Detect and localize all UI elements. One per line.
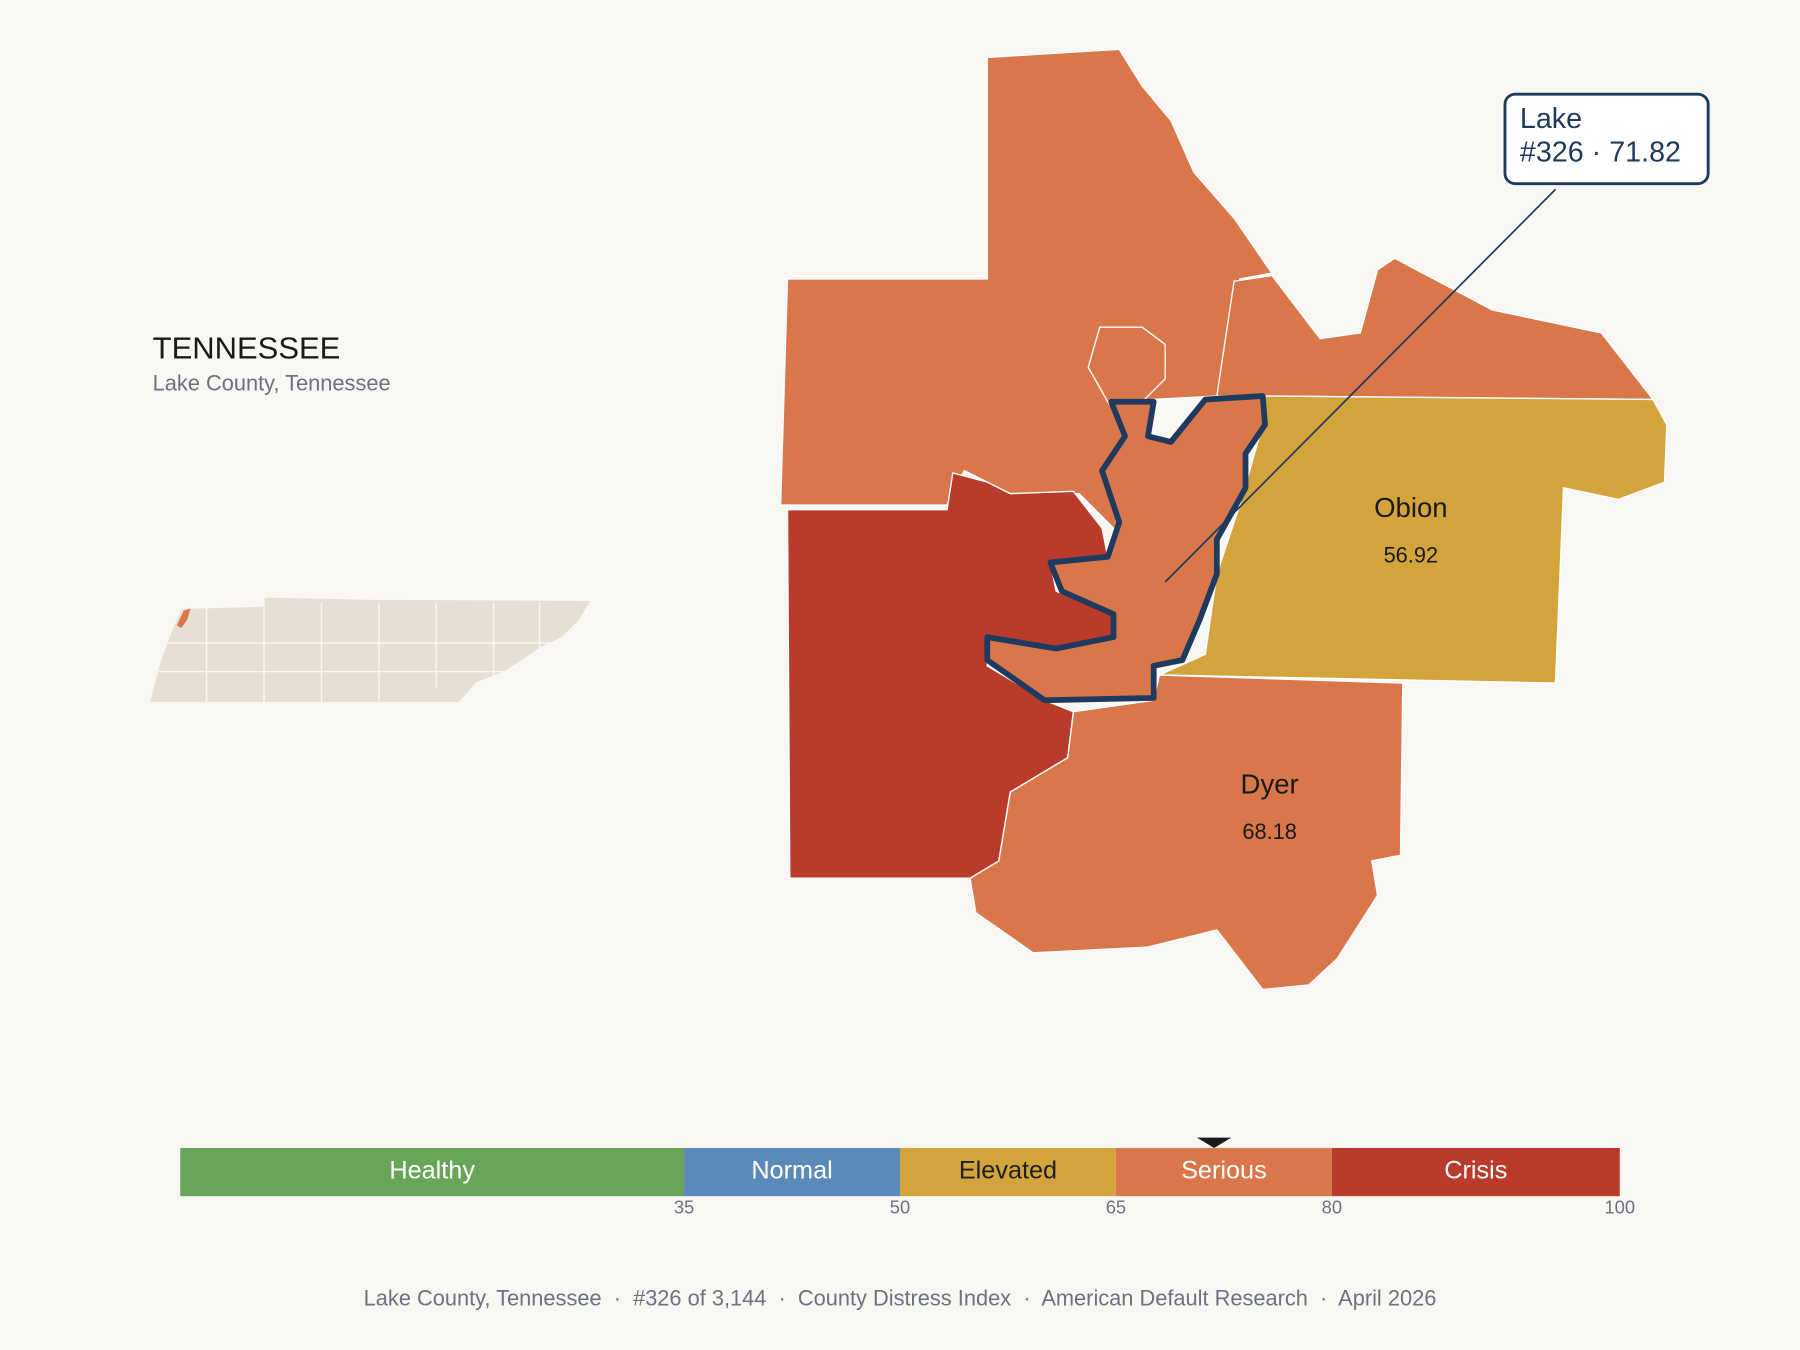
tick-label: 35 bbox=[674, 1197, 694, 1218]
scale-band bbox=[684, 1147, 900, 1197]
county-name: Obion bbox=[1374, 492, 1448, 523]
callout-score: #326 · 71.82 bbox=[1520, 136, 1681, 168]
band-label: Elevated bbox=[959, 1157, 1057, 1185]
state-inset bbox=[148, 596, 593, 704]
callout-name: Lake bbox=[1520, 103, 1582, 135]
band-label: Crisis bbox=[1444, 1157, 1507, 1185]
scale-band bbox=[1331, 1147, 1620, 1197]
severity-scale: Healthy Normal Elevated Serious Crisis 35 50 65… bbox=[180, 1137, 1635, 1218]
band-label: Normal bbox=[751, 1157, 832, 1185]
callout: Lake #326 · 71.82 bbox=[1164, 92, 1710, 583]
tick-label: 100 bbox=[1604, 1197, 1635, 1218]
scale-band bbox=[180, 1147, 685, 1197]
footer: Lake County, Tennessee · #326 of 3,144 ·… bbox=[364, 1285, 1437, 1310]
score-marker bbox=[1196, 1137, 1232, 1148]
band-label: Healthy bbox=[389, 1157, 475, 1185]
county-lake bbox=[984, 393, 1268, 704]
county-value: 56.92 bbox=[1384, 543, 1439, 568]
scale-band bbox=[1115, 1147, 1332, 1197]
county-value: 68.18 bbox=[1242, 819, 1297, 844]
state-shape bbox=[148, 596, 593, 704]
tick-label: 65 bbox=[1106, 1197, 1126, 1218]
inset-highlight bbox=[176, 608, 191, 628]
county-obion bbox=[1159, 395, 1668, 684]
county-border bbox=[1087, 326, 1166, 403]
subtitle: Lake County, Tennessee bbox=[153, 370, 391, 395]
scale-band bbox=[900, 1147, 1116, 1197]
county-map: Obion 56.92 Dyer 68.18 bbox=[779, 48, 1668, 991]
county-lines bbox=[154, 602, 552, 703]
state-title: TENNESSEE bbox=[153, 330, 341, 365]
callout-box bbox=[1503, 92, 1710, 186]
band-label: Serious bbox=[1181, 1157, 1267, 1185]
tick-label: 50 bbox=[890, 1197, 910, 1218]
tick-label: 80 bbox=[1322, 1197, 1342, 1218]
county-name: Dyer bbox=[1241, 769, 1299, 800]
callout-leader bbox=[1164, 188, 1557, 583]
